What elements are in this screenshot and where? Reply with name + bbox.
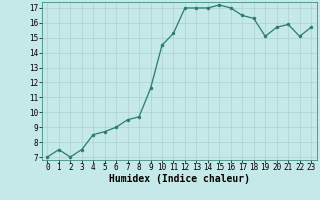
X-axis label: Humidex (Indice chaleur): Humidex (Indice chaleur) [109,174,250,184]
